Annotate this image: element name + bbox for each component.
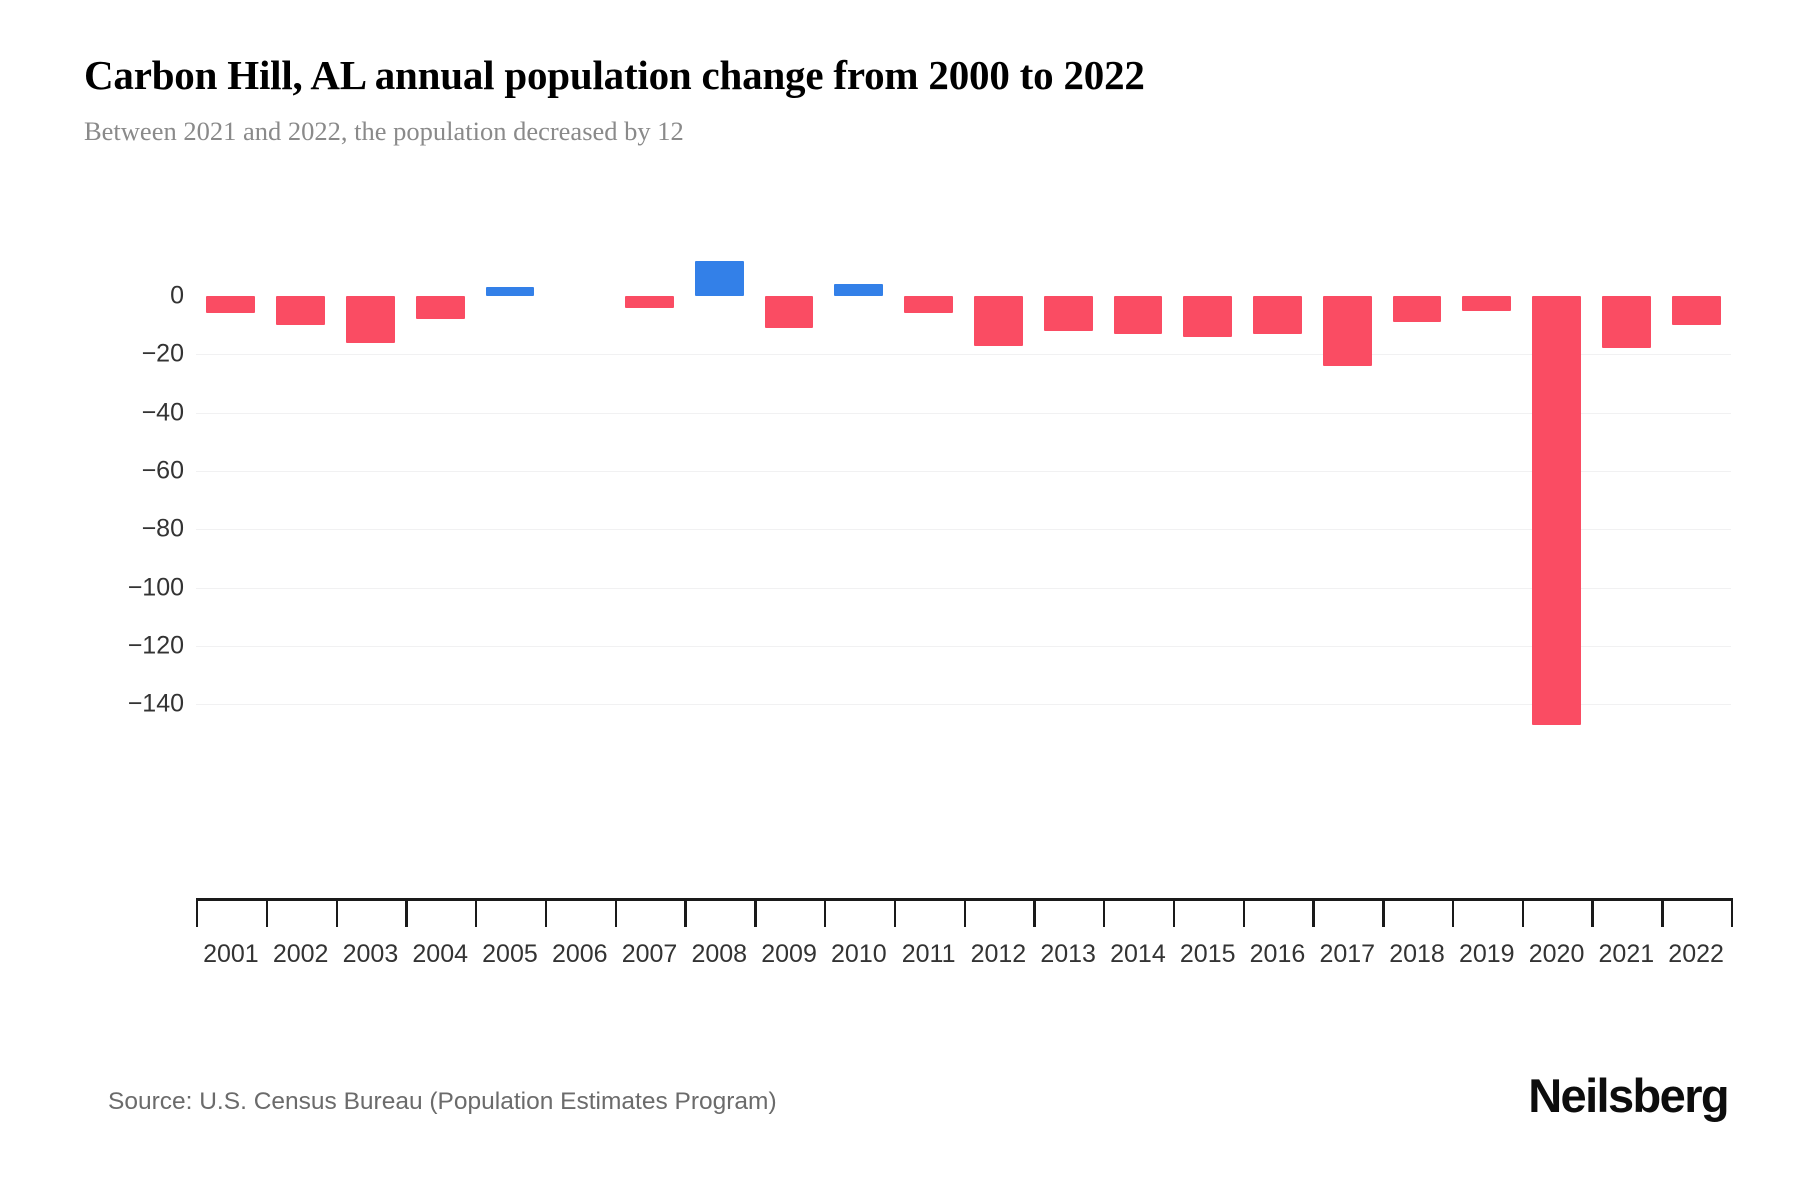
x-axis-tick-label-2006: 2006 — [551, 940, 608, 968]
x-axis-tick — [335, 898, 338, 927]
bar-2020[interactable] — [1532, 296, 1581, 725]
x-axis-tick — [1382, 898, 1385, 927]
brand-logo: Neilsberg — [1528, 1069, 1729, 1122]
chart-header: Carbon Hill, AL annual population change… — [84, 52, 1734, 147]
bar-2012[interactable] — [973, 296, 1023, 346]
bar-2008[interactable] — [694, 261, 744, 296]
x-axis-tick — [823, 898, 827, 927]
gridline — [196, 529, 1731, 531]
y-axis-tick-label: 0 — [170, 281, 184, 310]
bar-2010[interactable] — [834, 284, 884, 296]
bar-2015[interactable] — [1183, 296, 1233, 337]
bar-2021[interactable] — [1601, 296, 1651, 349]
page-title: Carbon Hill, AL annual population change… — [84, 52, 1145, 98]
gridline — [196, 354, 1731, 356]
x-axis-tick — [1451, 898, 1455, 927]
bar-2005[interactable] — [485, 287, 535, 296]
x-axis-tick-label-2012: 2012 — [970, 940, 1027, 968]
bar-2011[interactable] — [904, 296, 954, 314]
y-axis-tick-label: −100 — [127, 573, 184, 601]
x-axis-tick — [544, 898, 548, 927]
x-axis-tick — [196, 898, 199, 927]
x-axis-tick — [1521, 898, 1525, 927]
x-axis-tick-label-2022: 2022 — [1668, 940, 1724, 968]
bar-2018[interactable] — [1392, 296, 1442, 323]
bar-2017[interactable] — [1322, 296, 1372, 366]
x-axis-tick — [1103, 898, 1106, 927]
x-axis-tick — [893, 898, 897, 927]
bar-2002[interactable] — [276, 296, 326, 326]
bar-2013[interactable] — [1043, 296, 1093, 331]
x-axis-tick — [754, 898, 757, 927]
x-axis-tick-label-2007: 2007 — [621, 940, 678, 968]
y-axis-tick-label: −120 — [127, 631, 184, 660]
zero-baseline — [196, 296, 1731, 297]
x-axis-tick-label-2005: 2005 — [482, 940, 538, 968]
x-axis-tick-label-2008: 2008 — [691, 940, 748, 968]
y-axis-tick-label: −20 — [141, 339, 184, 368]
x-axis-tick-label-2016: 2016 — [1249, 940, 1306, 968]
x-axis-tick-label-2014: 2014 — [1110, 940, 1166, 968]
x-axis-tick-label-2021: 2021 — [1598, 940, 1655, 968]
x-axis-tick — [1591, 898, 1594, 927]
bar-2014[interactable] — [1113, 296, 1163, 334]
bar-2022[interactable] — [1671, 296, 1721, 326]
gridline — [196, 412, 1731, 414]
source-note: Source: U.S. Census Bureau (Population E… — [108, 1088, 777, 1115]
x-axis-tick — [1242, 898, 1245, 927]
bar-2007[interactable] — [625, 296, 674, 308]
x-axis-tick — [265, 898, 269, 927]
x-axis-tick-label-2019: 2019 — [1458, 940, 1515, 968]
x-axis-tick — [1661, 898, 1664, 927]
gridline — [196, 587, 1731, 589]
x-axis-tick-label-2009: 2009 — [761, 940, 817, 968]
x-axis-tick-label-2011: 2011 — [901, 940, 956, 968]
x-axis-tick — [963, 898, 966, 927]
x-axis-tick-label-2017: 2017 — [1319, 940, 1376, 968]
bar-2019[interactable] — [1462, 296, 1512, 311]
y-axis-tick-label: −40 — [141, 398, 184, 427]
x-axis-tick-label-2010: 2010 — [831, 940, 887, 968]
x-axis-tick — [405, 898, 408, 927]
x-axis-tick-label-2003: 2003 — [342, 940, 399, 968]
x-axis-tick — [684, 898, 687, 927]
x-axis-tick-label-2020: 2020 — [1528, 940, 1585, 968]
bar-2004[interactable] — [415, 296, 465, 320]
gridline — [196, 645, 1731, 647]
x-axis-tick — [1731, 898, 1734, 927]
bar-2016[interactable] — [1253, 296, 1302, 334]
x-axis-tick-label-2002: 2002 — [272, 940, 329, 968]
x-axis-tick-label-2015: 2015 — [1179, 940, 1236, 968]
y-axis-tick-label: −60 — [141, 456, 184, 485]
x-axis-tick-label-2001: 2001 — [203, 940, 259, 968]
bar-2001[interactable] — [206, 296, 256, 314]
x-axis-tick — [1312, 898, 1315, 927]
y-axis-tick-label: −140 — [127, 689, 184, 718]
bar-2009[interactable] — [764, 296, 814, 329]
y-axis-tick-label: −80 — [141, 514, 184, 543]
x-axis-tick — [614, 898, 618, 927]
gridline — [196, 704, 1731, 706]
chart-subtitle: Between 2021 and 2022, the population de… — [84, 116, 684, 147]
x-axis-tick — [1033, 898, 1036, 927]
bar-2003[interactable] — [346, 296, 395, 343]
gridline — [196, 470, 1731, 472]
x-axis-tick-label-2013: 2013 — [1040, 940, 1096, 968]
x-axis-tick-label-2004: 2004 — [412, 940, 469, 968]
x-axis-tick — [475, 898, 478, 927]
x-axis-tick-label-2018: 2018 — [1389, 940, 1445, 968]
x-axis-tick — [1172, 898, 1176, 927]
